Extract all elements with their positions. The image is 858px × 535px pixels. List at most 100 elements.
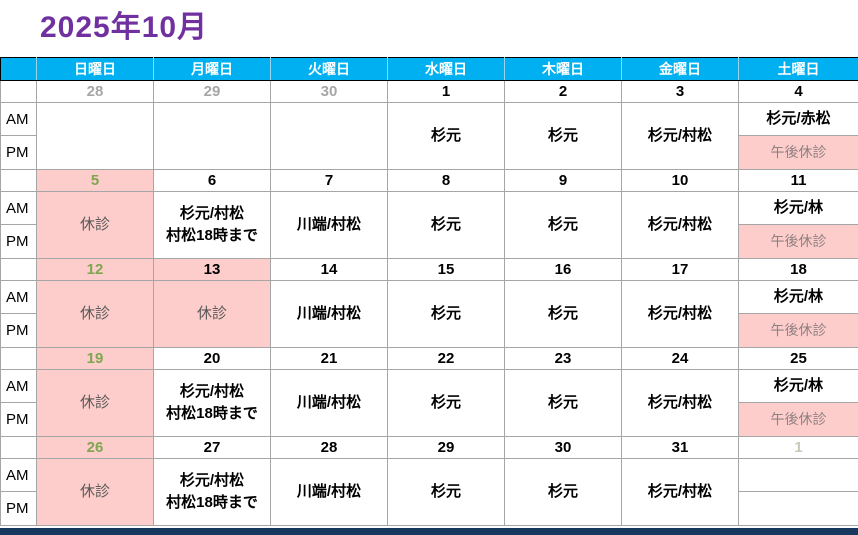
schedule-cell: 休診	[153, 280, 271, 348]
date-cell: 23	[504, 347, 622, 370]
schedule-cell	[153, 102, 271, 170]
date-cell: 24	[621, 347, 739, 370]
schedule-cell: 杉元	[387, 102, 505, 170]
date-cell: 14	[270, 258, 388, 281]
schedule-cell: 杉元	[387, 369, 505, 437]
date-cell: 1	[387, 80, 505, 103]
week-5-date-row: 26 27 28 29 30 31 1	[0, 436, 858, 459]
schedule-cell: 川端/村松	[270, 369, 388, 437]
schedule-cell: 杉元/村松 村松18時まで	[153, 369, 271, 437]
week-4-pm-row: PM 午後休診	[0, 402, 858, 437]
schedule-text: 午後休診	[770, 322, 827, 338]
schedule-text: 杉元	[547, 126, 578, 144]
date-cell: 4	[738, 80, 858, 103]
schedule-text: 村松18時まで	[166, 405, 258, 422]
schedule-cell: 杉元	[387, 458, 505, 526]
schedule-text: 午後休診	[770, 233, 827, 249]
date-cell: 19	[36, 347, 154, 370]
date-cell: 5	[36, 169, 154, 192]
row-label-pm: PM	[0, 313, 37, 348]
date-cell: 1	[738, 436, 858, 459]
schedule-text: 川端/村松	[296, 393, 362, 411]
date-cell: 10	[621, 169, 739, 192]
schedule-text: 杉元	[547, 393, 578, 411]
weekday-header-wednesday: 水曜日	[387, 57, 505, 81]
schedule-text: 杉元/村松	[647, 126, 713, 144]
schedule-text: 杉元	[430, 126, 461, 144]
weekday-header-thursday: 木曜日	[504, 57, 622, 81]
schedule-text: 杉元	[430, 304, 461, 322]
schedule-cell: 杉元	[504, 458, 622, 526]
schedule-cell: 休診	[36, 458, 154, 526]
schedule-text: 午後休診	[770, 144, 827, 160]
date-cell: 20	[153, 347, 271, 370]
row-label-am: AM	[0, 458, 37, 492]
corner-header-cell	[0, 57, 37, 81]
schedule-text: 休診	[79, 215, 110, 233]
schedule-cell	[36, 102, 154, 170]
date-cell: 26	[36, 436, 154, 459]
schedule-text: 休診	[196, 304, 227, 322]
schedule-cell: 休診	[36, 369, 154, 437]
schedule-text: 杉元/林	[773, 287, 824, 305]
schedule-cell: 川端/村松	[270, 191, 388, 259]
row-label-pm: PM	[0, 491, 37, 526]
schedule-cell-am: 杉元/林	[738, 191, 858, 225]
weekday-header-friday: 金曜日	[621, 57, 739, 81]
date-cell: 21	[270, 347, 388, 370]
schedule-cell: 休診	[36, 280, 154, 348]
schedule-cell: 杉元/村松	[621, 191, 739, 259]
schedule-cell: 杉元	[504, 191, 622, 259]
date-cell: 18	[738, 258, 858, 281]
week-4-date-row: 19 20 21 22 23 24 25	[0, 347, 858, 370]
week-3-pm-row: PM 午後休診	[0, 313, 858, 348]
schedule-cell: 杉元	[387, 191, 505, 259]
schedule-text: 杉元/村松	[179, 471, 245, 489]
bottom-window-edge	[0, 528, 858, 535]
schedule-cell-pm: 午後休診	[738, 402, 858, 437]
row-label-am: AM	[0, 369, 37, 403]
date-cell: 22	[387, 347, 505, 370]
schedule-text: 休診	[79, 393, 110, 411]
schedule-cell: 杉元	[387, 280, 505, 348]
date-cell: 28	[270, 436, 388, 459]
date-cell: 9	[504, 169, 622, 192]
schedule-text: 杉元/林	[773, 376, 824, 394]
schedule-text: 杉元/村松	[647, 215, 713, 233]
row-label-am: AM	[0, 102, 37, 136]
date-cell: 30	[504, 436, 622, 459]
schedule-text: 村松18時まで	[166, 227, 258, 244]
date-cell: 11	[738, 169, 858, 192]
schedule-cell-pm: 午後休診	[738, 135, 858, 170]
schedule-text: 杉元/村松	[179, 204, 245, 222]
date-cell: 31	[621, 436, 739, 459]
schedule-text: 杉元/赤松	[766, 109, 831, 127]
schedule-cell	[270, 102, 388, 170]
schedule-cell: 杉元	[504, 369, 622, 437]
date-cell: 15	[387, 258, 505, 281]
schedule-cell: 杉元/村松	[621, 369, 739, 437]
weekday-header-monday: 月曜日	[153, 57, 271, 81]
weekday-header-saturday: 土曜日	[738, 57, 858, 81]
date-row-label-cell	[0, 80, 37, 103]
schedule-text: 休診	[79, 482, 110, 500]
date-cell: 7	[270, 169, 388, 192]
date-cell: 3	[621, 80, 739, 103]
date-cell: 16	[504, 258, 622, 281]
calendar-table: 日曜日 月曜日 火曜日 水曜日 木曜日 金曜日 土曜日 28 29 30 1 2 3 4 AM…	[0, 57, 858, 526]
date-row-label-cell	[0, 436, 37, 459]
schedule-text: 川端/村松	[296, 215, 362, 233]
page-title: 2025年10月	[40, 11, 209, 44]
week-2-am-row: AM 休診 杉元/村松 村松18時まで 川端/村松 杉元 杉元 杉元/村松 杉元/林	[0, 191, 858, 259]
week-2-pm-row: PM 午後休診	[0, 224, 858, 259]
week-4-am-row: AM 休診 杉元/村松 村松18時まで 川端/村松 杉元 杉元 杉元/村松 杉元/林	[0, 369, 858, 437]
week-3-date-row: 12 13 14 15 16 17 18	[0, 258, 858, 281]
schedule-cell-am	[738, 458, 858, 492]
date-cell: 29	[153, 80, 271, 103]
date-cell: 8	[387, 169, 505, 192]
schedule-cell: 杉元	[504, 102, 622, 170]
schedule-cell: 杉元/村松村松18時まで	[153, 191, 271, 259]
schedule-cell: 川端/村松	[270, 458, 388, 526]
schedule-text: 川端/村松	[296, 482, 362, 500]
